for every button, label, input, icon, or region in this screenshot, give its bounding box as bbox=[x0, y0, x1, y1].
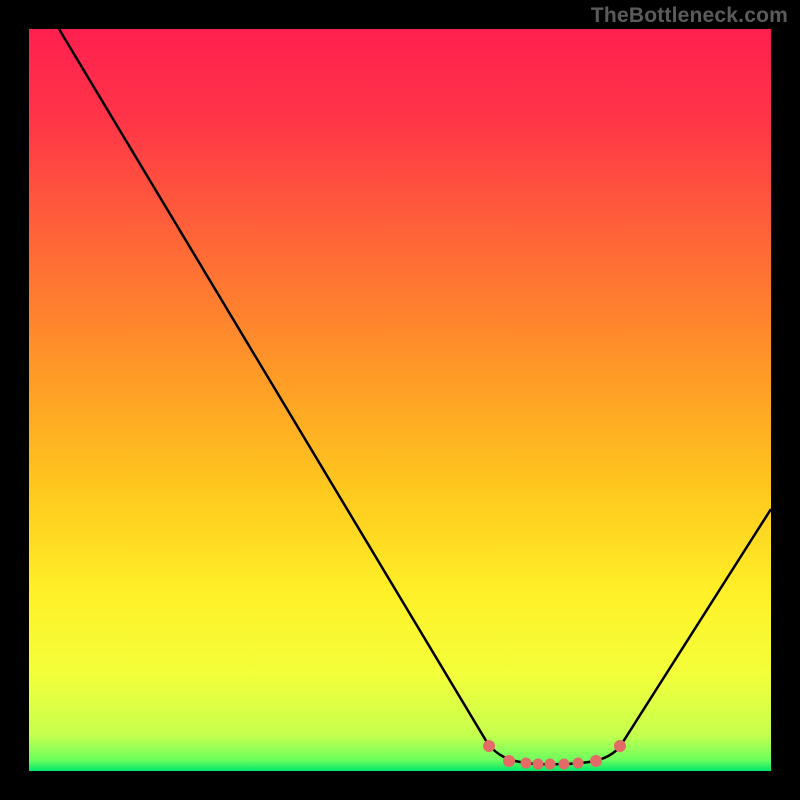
data-marker bbox=[590, 755, 602, 767]
data-marker bbox=[573, 758, 584, 769]
data-marker bbox=[559, 759, 570, 770]
watermark-text: TheBottleneck.com bbox=[591, 4, 788, 28]
data-marker bbox=[503, 755, 515, 767]
data-marker bbox=[545, 759, 556, 770]
data-marker bbox=[614, 740, 626, 752]
bottleneck-curve bbox=[59, 29, 771, 764]
data-marker bbox=[533, 759, 544, 770]
plot-area bbox=[29, 29, 771, 771]
bottleneck-curve-layer bbox=[29, 29, 771, 771]
data-marker bbox=[483, 740, 495, 752]
data-marker bbox=[521, 758, 532, 769]
chart-container: TheBottleneck.com bbox=[0, 0, 800, 800]
